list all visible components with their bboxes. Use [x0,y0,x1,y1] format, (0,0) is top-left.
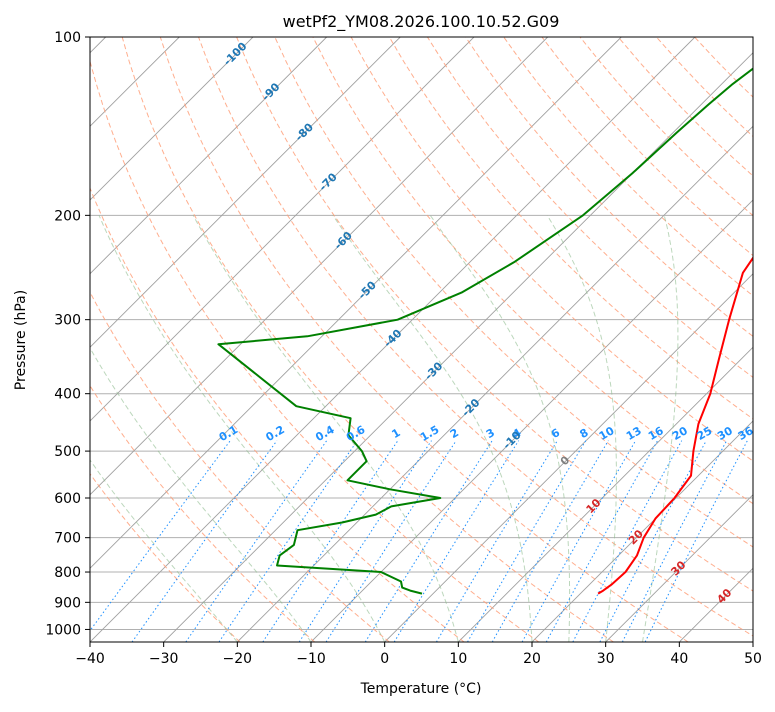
y-axis-label: Pressure (hPa) [13,290,29,390]
x-tick-label: −30 [149,651,179,667]
y-tick-label: 500 [54,444,81,460]
x-tick-label: 0 [380,651,389,667]
x-axis-label: Temperature (°C) [360,681,482,697]
y-tick-label: 100 [54,30,81,46]
y-tick-label: 800 [54,565,81,581]
y-tick-label: 600 [54,491,81,507]
x-tick-label: 40 [670,651,688,667]
x-tick-label: 10 [449,651,467,667]
y-tick-label: 900 [54,595,81,611]
x-tick-label: 50 [744,651,762,667]
x-tick-label: −40 [75,651,105,667]
chart-title: wetPf2_YM08.2026.100.10.52.G09 [283,12,560,32]
x-tick-label: −20 [223,651,253,667]
y-tick-label: 700 [54,531,81,547]
x-tick-label: 30 [597,651,615,667]
y-tick-label: 200 [54,208,81,224]
x-tick-label: −10 [296,651,326,667]
y-tick-label: 400 [54,387,81,403]
y-tick-label: 1000 [45,622,81,638]
x-tick-label: 20 [523,651,541,667]
y-tick-label: 300 [54,313,81,329]
